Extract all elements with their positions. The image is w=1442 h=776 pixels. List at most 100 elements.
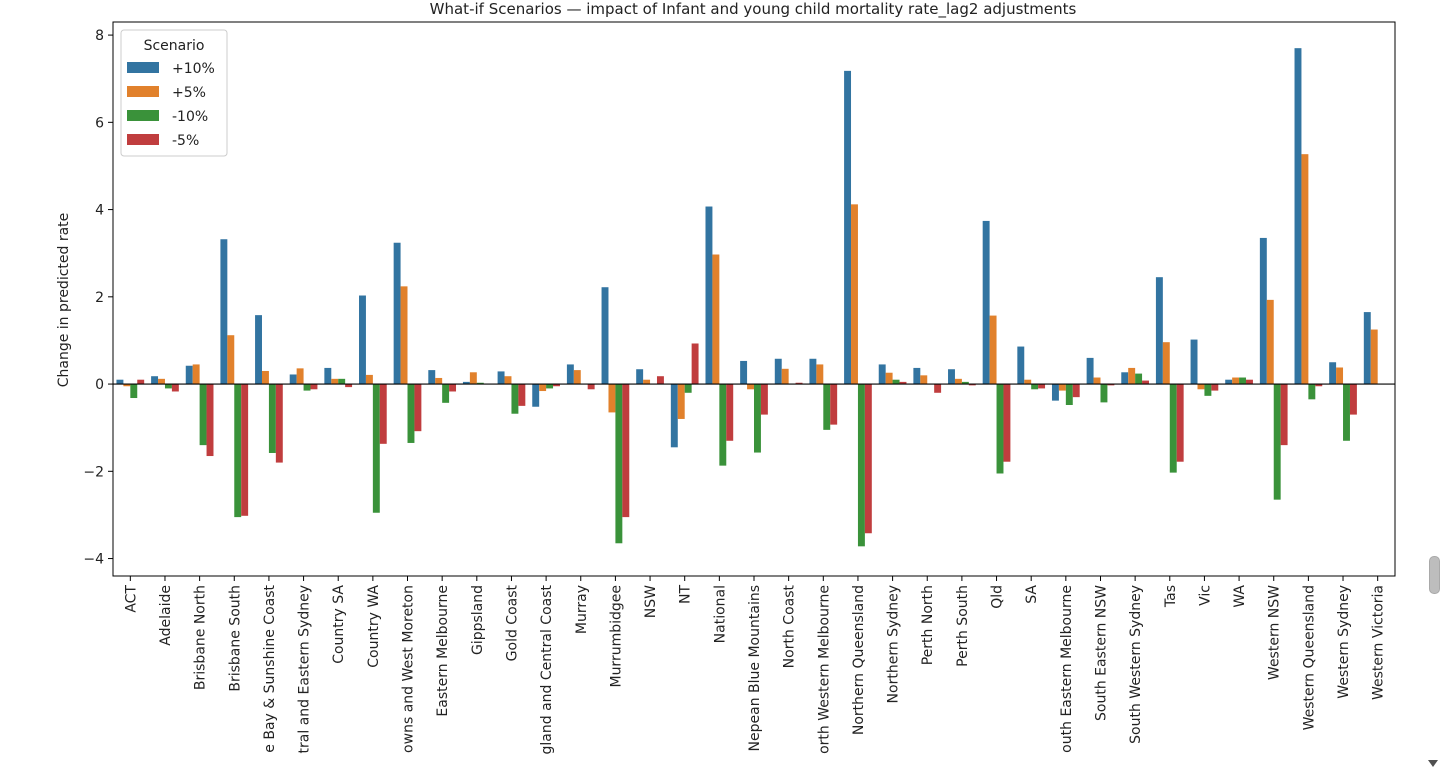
- bar--10%-Country WA: [372, 384, 380, 513]
- bar--10%-Northern Sydney: [892, 379, 900, 385]
- bar-+5%-South Western Sydney: [1128, 367, 1136, 385]
- bar--5%-Murray: [587, 384, 595, 390]
- y-tick-label: 2: [95, 290, 104, 306]
- bar-+5%-Murrumbidgee: [608, 384, 616, 413]
- bar-+10%-Hunter New England and Central Coast: [532, 384, 540, 407]
- x-tick-label: gland and Central Coast: [539, 584, 555, 754]
- bar--10%-Central Queensland, Wide Bay & Sunshine Coast: [268, 384, 276, 453]
- bar-+5%-Country SA: [331, 378, 339, 385]
- plot-frame: [112, 21, 1396, 577]
- y-tick-label: 0: [95, 377, 104, 393]
- bar-+5%-Western Sydney: [1336, 367, 1344, 385]
- x-tick-label: Northern Sydney: [886, 585, 902, 703]
- y-axis-ticks: −4 −2 0 2 4 6 8: [83, 28, 113, 568]
- x-tick-label: Country SA: [331, 585, 347, 664]
- bar-+10%-South Eastern NSW: [1086, 357, 1094, 385]
- bar-+5%-Central and Eastern Sydney: [296, 368, 304, 385]
- x-tick-label: National: [712, 585, 728, 643]
- x-tick-label: Gold Coast: [505, 584, 521, 661]
- bar--5%-Adelaide: [171, 384, 179, 392]
- bar-+5%-Darling Downs and West Moreton: [400, 286, 408, 385]
- bar-+5%-Adelaide: [158, 378, 165, 385]
- scrollbar-thumb[interactable]: [1429, 556, 1440, 594]
- bar--5%-Brisbane North: [206, 384, 214, 457]
- legend-box: [120, 29, 228, 157]
- x-tick-label: Tas: [1163, 585, 1179, 608]
- legend-swatch--10%: [127, 110, 159, 121]
- scroll-down-arrow-icon[interactable]: [1428, 760, 1438, 767]
- bar-+10%-ACT: [116, 379, 124, 385]
- bar--10%-Northern Queensland: [857, 384, 865, 547]
- bar-+10%-Eastern Melbourne: [428, 370, 436, 385]
- bar-+10%-Perth South: [948, 369, 955, 385]
- x-tick-label: Country WA: [366, 585, 382, 668]
- bar-+5%-Gold Coast: [504, 376, 512, 385]
- bar--10%-ACT: [130, 384, 138, 399]
- x-tick-label: e Bay & Sunshine Coast: [262, 584, 278, 752]
- bar-+10%-Country SA: [324, 367, 332, 385]
- bar--10%-Western NSW: [1273, 384, 1281, 500]
- legend-title: Scenario: [144, 38, 205, 54]
- bar-+5%-ACT: [123, 384, 131, 387]
- x-tick-label: ACT: [123, 585, 139, 613]
- y-tick-label: −2: [83, 464, 104, 480]
- bar-+10%-Adelaide: [151, 376, 159, 385]
- bar--10%-NT: [684, 384, 692, 393]
- bar-+10%-Western NSW: [1259, 237, 1267, 385]
- bar-+10%-Darling Downs and West Moreton: [393, 242, 401, 385]
- bar--5%-Western Sydney: [1349, 384, 1357, 415]
- bar--10%-Central and Eastern Sydney: [303, 384, 311, 391]
- bar--5%-South Eastern Melbourne: [1072, 384, 1080, 398]
- bar--5%-National: [726, 384, 734, 441]
- bar-+5%-Perth South: [954, 378, 962, 385]
- bar-+10%-SA: [1017, 346, 1025, 385]
- x-tick-label: Western Victoria: [1371, 585, 1387, 700]
- x-tick-label: Northern Queensland: [851, 585, 867, 735]
- bar-+5%-South Eastern Melbourne: [1058, 384, 1066, 391]
- bar-+10%-Central and Eastern Sydney: [289, 374, 297, 385]
- bar--5%-Northern Sydney: [899, 381, 907, 385]
- bar-+10%-Vic: [1190, 339, 1198, 385]
- bar--10%-Western Sydney: [1343, 384, 1350, 441]
- bar--10%-National: [719, 384, 727, 466]
- bar-+10%-Murrumbidgee: [601, 287, 609, 385]
- x-tick-label: Western Sydney: [1336, 585, 1352, 699]
- bar-+5%-National: [712, 254, 720, 385]
- bar--5%-Country WA: [379, 384, 387, 444]
- bar--5%-Perth South: [968, 384, 976, 386]
- legend-label--5%: -5%: [172, 133, 199, 149]
- bar-+5%-Murray: [573, 370, 581, 385]
- x-tick-label: Vic: [1197, 585, 1213, 606]
- legend-swatch-+5%: [127, 86, 159, 97]
- bar--5%-SA: [1038, 384, 1046, 389]
- bar--5%-Central Queensland, Wide Bay & Sunshine Coast: [275, 384, 283, 463]
- bar--10%-South Western Sydney: [1135, 373, 1143, 385]
- vertical-scrollbar[interactable]: [1422, 0, 1442, 776]
- bar--5%-NT: [691, 343, 699, 385]
- bar-+10%-Perth North: [913, 367, 921, 385]
- bar--5%-Tas: [1176, 384, 1184, 462]
- x-tick-label: Western NSW: [1267, 585, 1283, 680]
- x-tick-label: Brisbane South: [227, 585, 243, 692]
- bar--5%-Brisbane South: [241, 384, 249, 516]
- bar--10%-Adelaide: [164, 384, 172, 389]
- bar--10%-Perth South: [961, 381, 969, 385]
- y-axis-label: Change in predicted rate: [56, 213, 72, 388]
- legend-swatch--5%: [127, 134, 159, 145]
- x-tick-label: Eastern Melbourne: [435, 585, 451, 717]
- x-tick-label: outh Eastern Melbourne: [1059, 585, 1075, 753]
- bar-+10%-Gold Coast: [497, 371, 505, 385]
- x-tick-label: NT: [678, 585, 694, 604]
- bar-+10%-NT: [670, 384, 678, 448]
- bar-+5%-Vic: [1197, 384, 1205, 390]
- bar--5%-NSW: [656, 376, 664, 385]
- x-tick-label: Murray: [574, 585, 590, 634]
- bar--10%-Brisbane North: [199, 384, 207, 446]
- bar-+10%-NSW: [636, 369, 644, 385]
- bar-+5%-Tas: [1162, 342, 1170, 385]
- bar--5%-South Eastern NSW: [1107, 384, 1115, 386]
- bar--10%-Murrumbidgee: [615, 384, 623, 544]
- x-tick-label: Murrumbidgee: [608, 585, 624, 688]
- bar-+10%-Tas: [1155, 277, 1163, 385]
- bar-+5%-Brisbane North: [192, 364, 200, 385]
